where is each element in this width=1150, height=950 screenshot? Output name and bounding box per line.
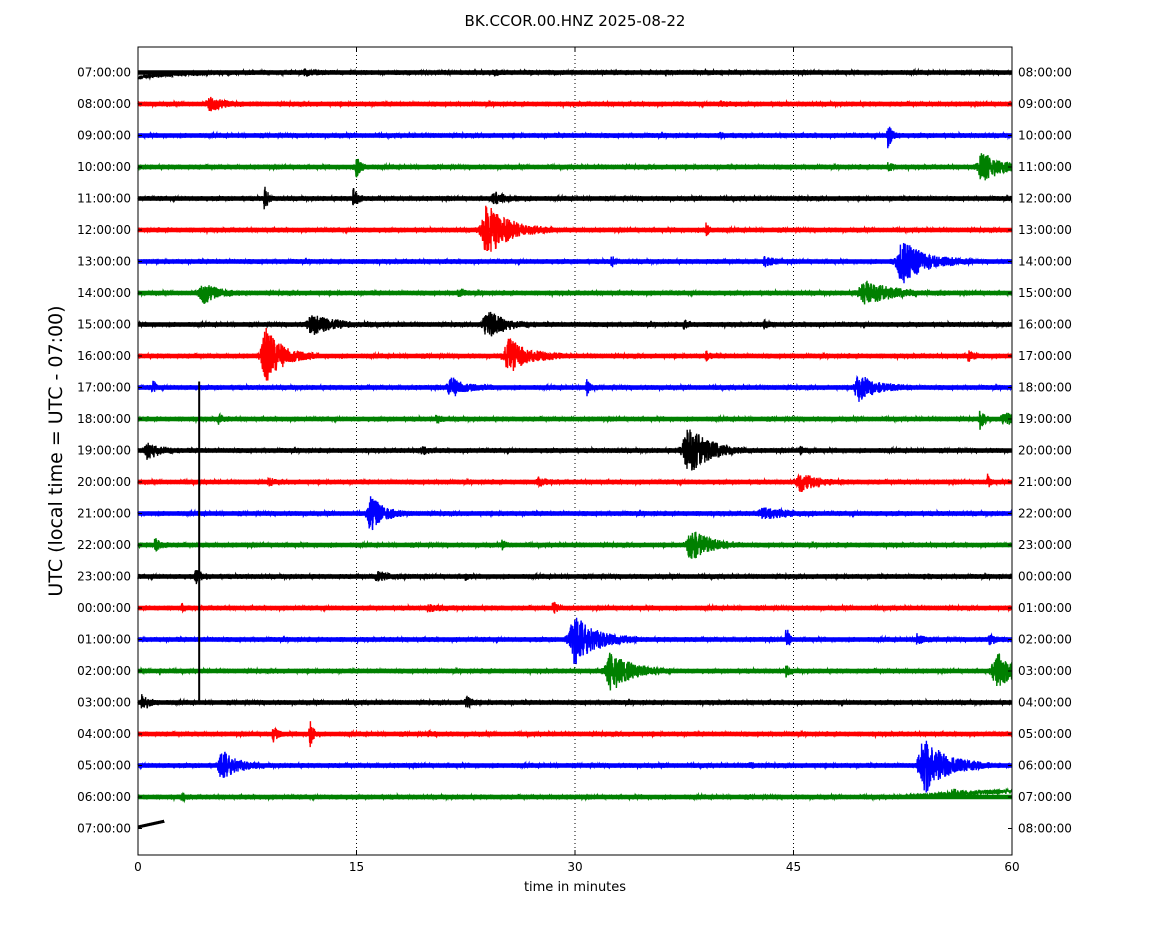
right-label-11: 19:00:00 bbox=[1018, 412, 1072, 426]
right-label-9: 17:00:00 bbox=[1018, 349, 1072, 363]
left-label-6: 13:00:00 bbox=[77, 255, 131, 269]
right-label-21: 05:00:00 bbox=[1018, 727, 1072, 741]
left-label-12: 19:00:00 bbox=[77, 444, 131, 458]
left-label-7: 14:00:00 bbox=[77, 286, 131, 300]
right-label-12: 20:00:00 bbox=[1018, 444, 1072, 458]
right-label-22: 06:00:00 bbox=[1018, 759, 1072, 773]
left-label-24: 07:00:00 bbox=[77, 822, 131, 836]
left-label-1: 08:00:00 bbox=[77, 97, 131, 111]
right-label-1: 09:00:00 bbox=[1018, 97, 1072, 111]
right-label-10: 18:00:00 bbox=[1018, 381, 1072, 395]
left-label-8: 15:00:00 bbox=[77, 318, 131, 332]
right-label-17: 01:00:00 bbox=[1018, 601, 1072, 615]
left-label-21: 04:00:00 bbox=[77, 727, 131, 741]
right-label-15: 23:00:00 bbox=[1018, 538, 1072, 552]
left-label-3: 10:00:00 bbox=[77, 160, 131, 174]
left-label-18: 01:00:00 bbox=[77, 633, 131, 647]
left-time-labels: 07:00:00 08:00:00 09:00:00 10:00:00 11:00:00… bbox=[77, 66, 142, 836]
left-label-19: 02:00:00 bbox=[77, 664, 131, 678]
x-tick-label-0: 0 bbox=[134, 860, 142, 874]
right-label-8: 16:00:00 bbox=[1018, 318, 1072, 332]
trace-row-24 bbox=[137, 819, 165, 829]
x-tick-label-30: 30 bbox=[567, 860, 582, 874]
right-label-7: 15:00:00 bbox=[1018, 286, 1072, 300]
right-label-3: 11:00:00 bbox=[1018, 160, 1072, 174]
x-tick-label-45: 45 bbox=[786, 860, 801, 874]
left-label-13: 20:00:00 bbox=[77, 475, 131, 489]
left-label-10: 17:00:00 bbox=[77, 381, 131, 395]
y-axis-label: UTC (local time = UTC - 07:00) bbox=[45, 305, 67, 596]
left-label-2: 09:00:00 bbox=[77, 129, 131, 143]
x-tick-label-15: 15 bbox=[349, 860, 364, 874]
right-label-6: 14:00:00 bbox=[1018, 255, 1072, 269]
left-label-9: 16:00:00 bbox=[77, 349, 131, 363]
right-label-14: 22:00:00 bbox=[1018, 507, 1072, 521]
right-label-13: 21:00:00 bbox=[1018, 475, 1072, 489]
x-tick-label-60: 60 bbox=[1004, 860, 1019, 874]
chart-title: BK.CCOR.00.HNZ 2025-08-22 bbox=[465, 12, 686, 30]
left-label-23: 06:00:00 bbox=[77, 790, 131, 804]
left-label-0: 07:00:00 bbox=[77, 66, 131, 80]
right-label-20: 04:00:00 bbox=[1018, 696, 1072, 710]
right-label-0: 08:00:00 bbox=[1018, 66, 1072, 80]
left-label-17: 00:00:00 bbox=[77, 601, 131, 615]
left-label-16: 23:00:00 bbox=[77, 570, 131, 584]
left-label-14: 21:00:00 bbox=[77, 507, 131, 521]
right-label-5: 13:00:00 bbox=[1018, 223, 1072, 237]
trace-group bbox=[137, 67, 1013, 829]
right-label-19: 03:00:00 bbox=[1018, 664, 1072, 678]
right-label-24: 08:00:00 bbox=[1018, 822, 1072, 836]
right-label-16: 00:00:00 bbox=[1018, 570, 1072, 584]
right-label-2: 10:00:00 bbox=[1018, 129, 1072, 143]
right-label-23: 07:00:00 bbox=[1018, 790, 1072, 804]
left-label-22: 05:00:00 bbox=[77, 759, 131, 773]
left-label-5: 12:00:00 bbox=[77, 223, 131, 237]
left-label-11: 18:00:00 bbox=[77, 412, 131, 426]
right-time-labels: 08:00:00 09:00:00 10:00:00 11:00:00 12:00:00… bbox=[1008, 66, 1072, 836]
right-label-4: 12:00:00 bbox=[1018, 192, 1072, 206]
left-label-4: 11:00:00 bbox=[77, 192, 131, 206]
left-label-20: 03:00:00 bbox=[77, 696, 131, 710]
left-label-15: 22:00:00 bbox=[77, 538, 131, 552]
right-label-18: 02:00:00 bbox=[1018, 633, 1072, 647]
x-axis-label: time in minutes bbox=[524, 880, 626, 895]
x-axis-ticks: 0 15 30 45 60 bbox=[134, 47, 1020, 874]
